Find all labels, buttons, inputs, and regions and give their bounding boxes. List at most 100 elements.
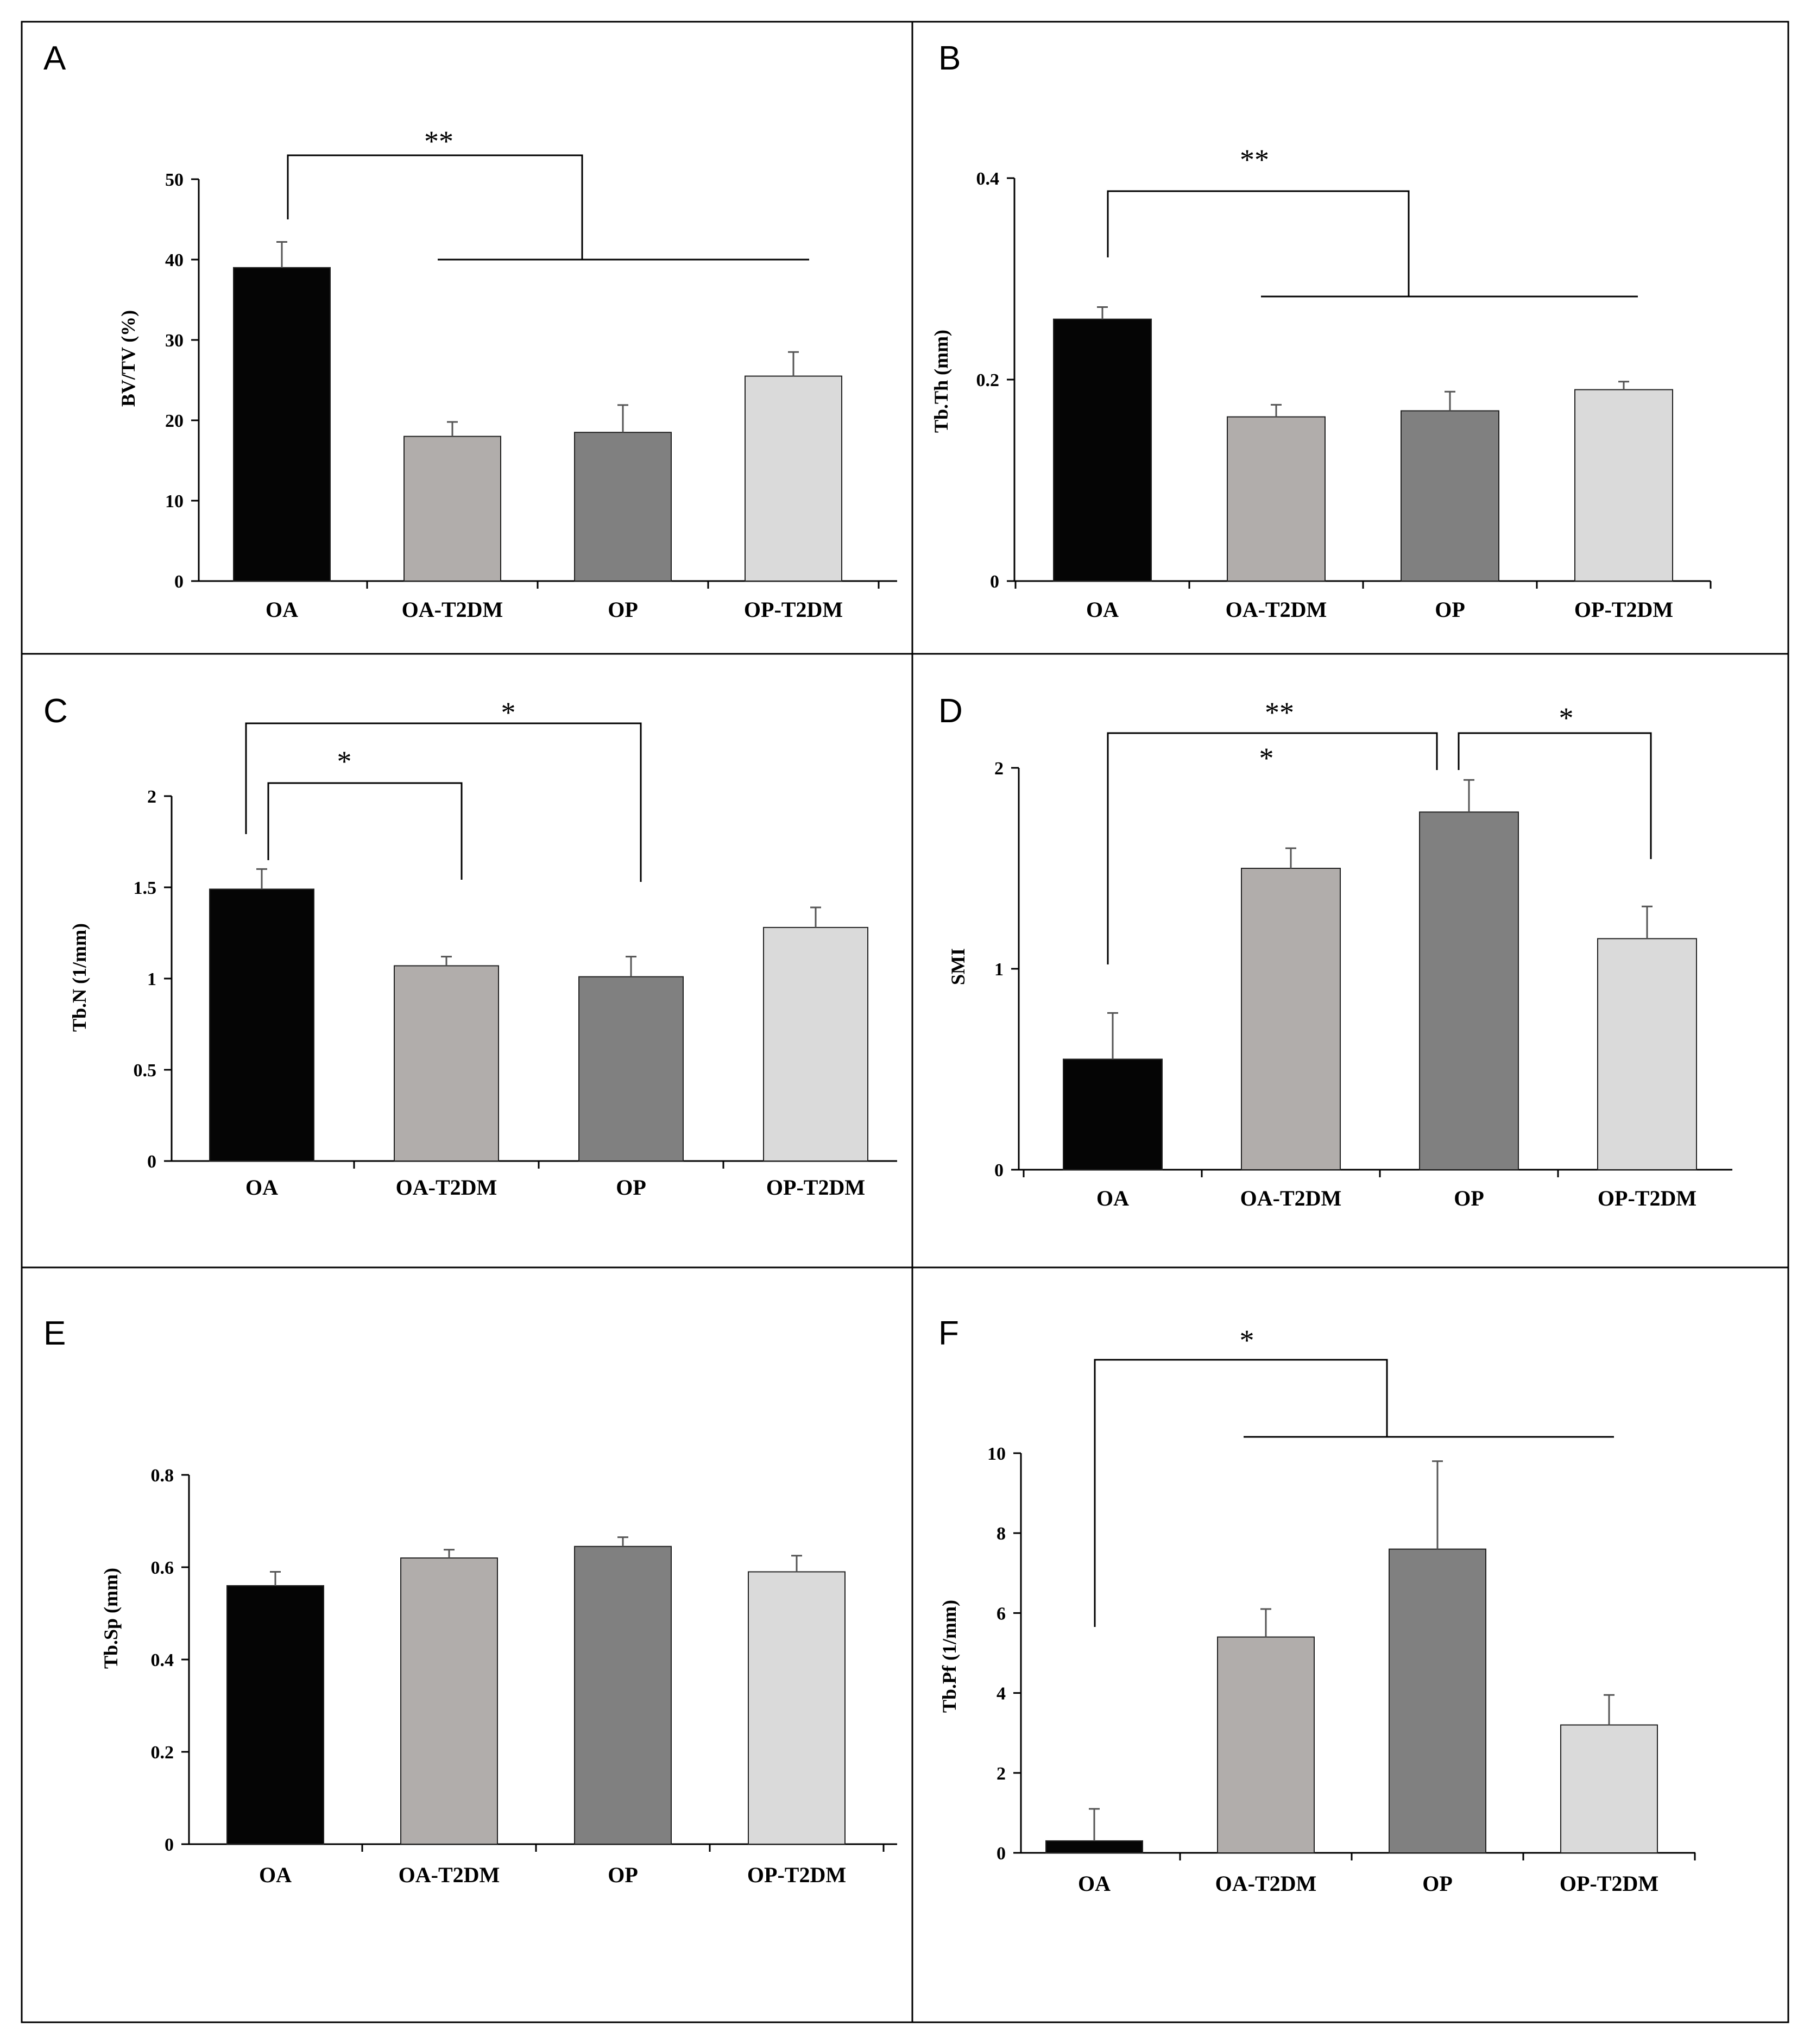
panel-c-category-label: OP (616, 1175, 646, 1200)
panel-a-y-tick-label: 10 (165, 491, 184, 512)
panel-a-bars (233, 267, 842, 582)
panel-e-bar-oa-t2dm (400, 1557, 498, 1845)
panel-c-category-label: OP-T2DM (766, 1175, 865, 1200)
panel-d-category-label: OA-T2DM (1240, 1186, 1342, 1210)
panel-b-bracket (1107, 190, 1410, 296)
panel-f-category-label: OA (1078, 1871, 1111, 1896)
panel-f-bar-op (1389, 1548, 1486, 1853)
panel-e-bar-op-t2dm (748, 1571, 846, 1845)
panel-a-category-labels: OA OA-T2DM OP OP-T2DM (266, 597, 843, 622)
panel-a-category-label: OA-T2DM (402, 597, 503, 622)
panel-f-bar-oa-t2dm (1217, 1636, 1315, 1854)
panel-f-y-tick-label: 2 (997, 1764, 1006, 1784)
panel-d-category-label: OA (1096, 1186, 1129, 1210)
panel-d-sig-label-right: * (1559, 702, 1574, 734)
panel-b-y-ticks: 0 0.2 0.4 (976, 169, 1014, 592)
panel-a-error-bars (276, 241, 799, 437)
panel-c-y-tick-label: 0.5 (134, 1061, 157, 1081)
panel-f-bar-oa (1045, 1840, 1143, 1853)
panel-f-category-label: OP-T2DM (1560, 1871, 1658, 1896)
panel-a-bar-op-t2dm (745, 375, 842, 582)
panel-a-y-tick-label: 20 (165, 411, 184, 431)
panel-d-bar-op-t2dm (1597, 938, 1697, 1170)
panel-f-bars (1045, 1548, 1658, 1854)
panel-b-category-label: OP-T2DM (1574, 597, 1673, 622)
panel-c-bars (209, 888, 868, 1162)
panel-d-category-label: OP-T2DM (1598, 1186, 1697, 1210)
panel-c: C Tb.N (1/mm) 0 0.5 1 1.5 2 OA OA-T2DM OP OP-T2… (21, 653, 913, 1269)
panel-e-category-label: OP-T2DM (747, 1863, 846, 1887)
panel-c-bar-oa-t2dm (394, 965, 499, 1162)
panel-e-y-tick-label: 0.2 (151, 1743, 174, 1763)
panel-c-category-label: OA (245, 1175, 278, 1200)
panel-a-significance: ** (287, 125, 809, 261)
panel-a-y-tick-label: 0 (174, 572, 184, 592)
panel-e-error-bars (270, 1536, 802, 1586)
panel-f-y-tick-label: 0 (997, 1844, 1006, 1864)
panel-d-bracket-right (1458, 732, 1652, 859)
panel-e-letter: E (43, 1315, 66, 1352)
panel-c-category-labels: OA OA-T2DM OP OP-T2DM (245, 1175, 865, 1200)
panel-d-y-ticks: 0 1 2 (994, 759, 1019, 1181)
panel-f-y-tick-label: 10 (987, 1444, 1006, 1464)
panel-b-bar-oa-t2dm (1227, 416, 1326, 582)
panel-d-sig-label-double: ** (1265, 696, 1294, 729)
panel-e-category-labels: OA OA-T2DM OP OP-T2DM (259, 1863, 846, 1887)
panel-b-bar-op-t2dm (1574, 389, 1673, 582)
panel-d-category-label: OP (1454, 1186, 1484, 1210)
panel-e-bars (226, 1545, 846, 1845)
panel-c-sig-label-inner: * (337, 745, 352, 778)
panel-d-y-tick-label: 1 (994, 960, 1004, 980)
panel-c-y-tick-label: 2 (147, 787, 156, 807)
panel-a-bracket (287, 154, 583, 260)
panel-b-bar-oa (1053, 318, 1152, 582)
panel-d: D SMI 0 1 2 OA OA-T2DM OP OP-T2DM ** * * (911, 653, 1789, 1269)
panel-b-y-tick-label: 0.4 (976, 169, 1000, 189)
panel-d-bracket-left (1107, 732, 1438, 964)
panel-d-bars (1063, 811, 1697, 1170)
panel-b-error-bars (1097, 306, 1629, 417)
panel-e-bar-op (574, 1545, 672, 1845)
panel-a-category-label: OP (608, 597, 638, 622)
panel-c-sig-label-outer: * (501, 696, 516, 729)
panel-e-y-tick-label: 0.4 (151, 1650, 174, 1670)
panel-d-bar-op (1419, 811, 1519, 1170)
panel-a-bar-oa-t2dm (403, 436, 501, 582)
panel-b-sig-label: ** (1240, 143, 1269, 176)
panel-e-y-tick-label: 0.6 (151, 1558, 174, 1578)
panel-c-y-tick-label: 0 (147, 1152, 156, 1172)
panel-b-y-tick-label: 0.2 (976, 370, 1000, 390)
panel-f-y-tick-label: 4 (997, 1684, 1006, 1704)
panel-e-y-axis-title: Tb.Sp (mm) (100, 1568, 122, 1669)
panel-f-significance: * (1094, 1324, 1614, 1627)
panel-f-bar-op-t2dm (1560, 1724, 1658, 1853)
panel-e-y-tick-label: 0 (165, 1835, 174, 1855)
panel-a-y-axis-title: BV/TV (%) (117, 310, 139, 407)
panel-a-y-ticks: 0 10 20 30 40 50 (165, 170, 199, 592)
panel-c-error-bars (256, 868, 821, 977)
panel-a-y-tick-label: 30 (165, 331, 184, 351)
panel-f-letter: F (938, 1315, 959, 1352)
panel-e-category-label: OP (608, 1863, 638, 1887)
panel-f-error-bars (1089, 1460, 1615, 1841)
panel-a-sig-label: ** (424, 125, 453, 157)
panel-f-sig-label: * (1240, 1324, 1254, 1357)
panel-d-category-labels: OA OA-T2DM OP OP-T2DM (1096, 1186, 1697, 1210)
panel-f-category-labels: OA OA-T2DM OP OP-T2DM (1078, 1871, 1658, 1896)
panel-a-bar-op (574, 432, 672, 582)
panel-b-letter: B (938, 40, 961, 77)
panel-e-category-label: OA-T2DM (399, 1863, 500, 1887)
panel-b-y-axis-title: Tb.Th (mm) (930, 330, 952, 433)
panel-c-bar-op-t2dm (763, 926, 868, 1162)
panel-d-y-tick-label: 2 (994, 759, 1004, 779)
panel-d-y-tick-label: 0 (994, 1160, 1004, 1181)
panel-a-category-label: OP-T2DM (744, 597, 843, 622)
panel-e-y-tick-label: 0.8 (151, 1466, 174, 1486)
panel-c-y-tick-label: 1 (147, 969, 156, 989)
panel-e-category-label: OA (259, 1863, 292, 1887)
panel-f-bracket (1094, 1359, 1388, 1627)
panel-a-category-label: OA (266, 597, 298, 622)
panel-c-y-ticks: 0 0.5 1 1.5 2 (134, 787, 172, 1172)
panel-c-bar-op (578, 976, 684, 1162)
panel-b-y-tick-label: 0 (990, 572, 999, 592)
